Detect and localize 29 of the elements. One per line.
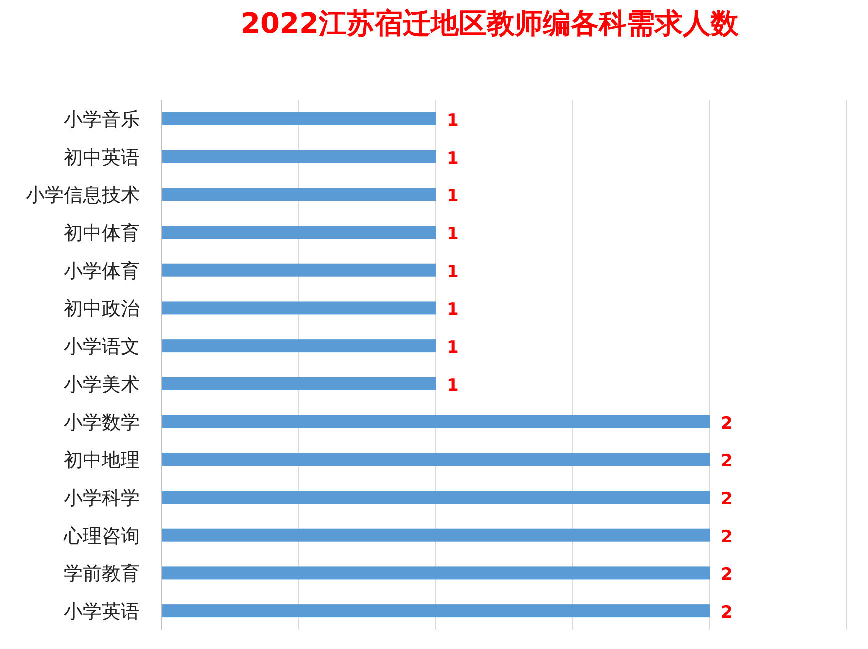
data-label: 1	[447, 376, 459, 396]
y-tick-label: 小学音乐	[64, 108, 140, 131]
data-label: 2	[721, 565, 733, 586]
data-label: 1	[447, 148, 459, 169]
data-label: 1	[447, 262, 459, 282]
data-label: 2	[721, 603, 733, 624]
data-label: 1	[447, 224, 459, 244]
y-tick-label: 小学科学	[64, 488, 140, 510]
y-tick-label: 小学数学	[64, 412, 140, 434]
data-label: 1	[447, 300, 459, 320]
y-tick-label: 小学体育	[64, 260, 140, 282]
y-tick-label: 初中体育	[64, 222, 140, 244]
data-label: 2	[721, 527, 733, 548]
data-label: 1	[447, 110, 459, 131]
y-tick-label: 初中政治	[64, 298, 140, 320]
data-label: 2	[721, 414, 733, 434]
data-label: 1	[447, 338, 459, 358]
y-tick-label: 学前教育	[64, 563, 140, 586]
y-tick-label: 初中地理	[64, 450, 140, 472]
y-tick-label: 小学英语	[64, 601, 140, 624]
y-tick-label: 心理咨询	[63, 525, 140, 548]
data-label: 1	[447, 186, 459, 207]
y-tick-label: 小学美术	[64, 374, 140, 396]
y-tick-label: 小学信息技术	[26, 184, 140, 207]
data-label: 2	[721, 490, 733, 510]
chart-title: 2022江苏宿迁地区教师编各科需求人数	[241, 7, 740, 40]
data-label: 2	[721, 452, 733, 472]
y-tick-label: 初中英语	[64, 146, 140, 169]
y-tick-label: 小学语文	[64, 336, 140, 358]
